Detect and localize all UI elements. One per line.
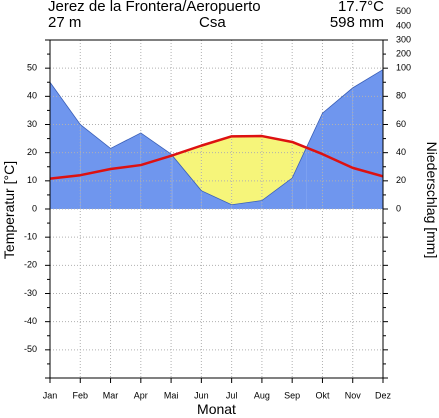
precipitation-area-segment: [80, 124, 111, 209]
temperature-tick-label: -20: [24, 260, 37, 270]
temperature-tick-label: 20: [27, 147, 37, 157]
month-tick-label: Sep: [284, 390, 300, 400]
precipitation-tick-label: 80: [396, 91, 406, 101]
x-axis-title: Monat: [197, 401, 236, 417]
y-axis-title-right: Niederschlag [mm]: [424, 142, 439, 259]
precipitation-area-segment: [110, 132, 141, 209]
temperature-tick-label: -10: [24, 232, 37, 242]
temperature-tick-label: -50: [24, 344, 37, 354]
precipitation-tick-label: 500: [396, 6, 411, 16]
climate-classification: Csa: [199, 14, 226, 31]
month-tick-label: Aug: [254, 390, 270, 400]
station-elevation: 27 m: [48, 14, 82, 31]
temperature-tick-label: 40: [27, 91, 37, 101]
y-axis-title-left: Temperatur [°C]: [1, 161, 17, 259]
station-name: Jerez de la Frontera/Aeropuerto: [48, 0, 261, 15]
precipitation-area-segment: [171, 154, 173, 209]
precipitation-area-segment: [201, 190, 232, 209]
month-tick-label: Apr: [134, 390, 148, 400]
precipitation-area-segment: [322, 87, 353, 209]
temperature-line: [49, 134, 384, 180]
arid-area-segment: [231, 136, 262, 205]
month-tick-label: Okt: [315, 390, 330, 400]
arid-area-segment: [292, 141, 307, 179]
arid-area-segment: [172, 145, 202, 191]
precipitation-tick-label: 40: [396, 147, 406, 157]
precipitation-area-segment: [172, 155, 202, 209]
grid-lines: [50, 40, 383, 378]
precipitation-tick-label: 400: [396, 20, 411, 30]
precipitation-area-segment: [140, 132, 172, 209]
month-tick-label: Jun: [194, 390, 209, 400]
precipitation-area-segment: [231, 200, 262, 209]
precipitation-area-segment: [50, 82, 81, 209]
month-tick-label: Mai: [164, 390, 179, 400]
temperature-tick-label: -30: [24, 288, 37, 298]
precipitation-tick-label: 200: [396, 48, 411, 58]
precipitation-line: [49, 69, 384, 206]
precipitation-area-segment: [292, 147, 307, 209]
month-tick-label: Feb: [73, 390, 89, 400]
axis-ticks: 50403020100-10-20-30-40-5090080070060050…: [24, 0, 411, 400]
temperature-tick-label: 10: [27, 175, 37, 185]
area-fills: [50, 69, 383, 209]
precipitation-tick-label: 100: [396, 63, 411, 73]
month-tick-label: Jul: [226, 390, 238, 400]
precipitation-tick-label: 60: [396, 119, 406, 129]
precipitation-tick-label: 20: [396, 175, 406, 185]
precipitation-tick-label: 300: [396, 34, 411, 44]
precipitation-tick-label: 600: [396, 0, 411, 2]
precipitation-area-segment: [352, 69, 383, 209]
month-tick-label: Dez: [375, 390, 392, 400]
arid-area-segment: [201, 136, 232, 205]
precipitation-tick-label: 0: [396, 203, 401, 213]
mean-temperature: 17.7°C: [337, 0, 384, 15]
temperature-tick-label: 30: [27, 119, 37, 129]
month-tick-label: Nov: [345, 390, 362, 400]
temperature-tick-label: 50: [27, 63, 37, 73]
annual-precipitation: 598 mm: [329, 14, 384, 31]
temperature-tick-label: -40: [24, 316, 37, 326]
precipitation-area-segment: [306, 113, 323, 209]
temperature-tick-label: 0: [32, 203, 37, 213]
precipitation-area-segment: [261, 178, 293, 209]
month-tick-label: Jan: [43, 390, 58, 400]
month-tick-label: Mar: [103, 390, 119, 400]
